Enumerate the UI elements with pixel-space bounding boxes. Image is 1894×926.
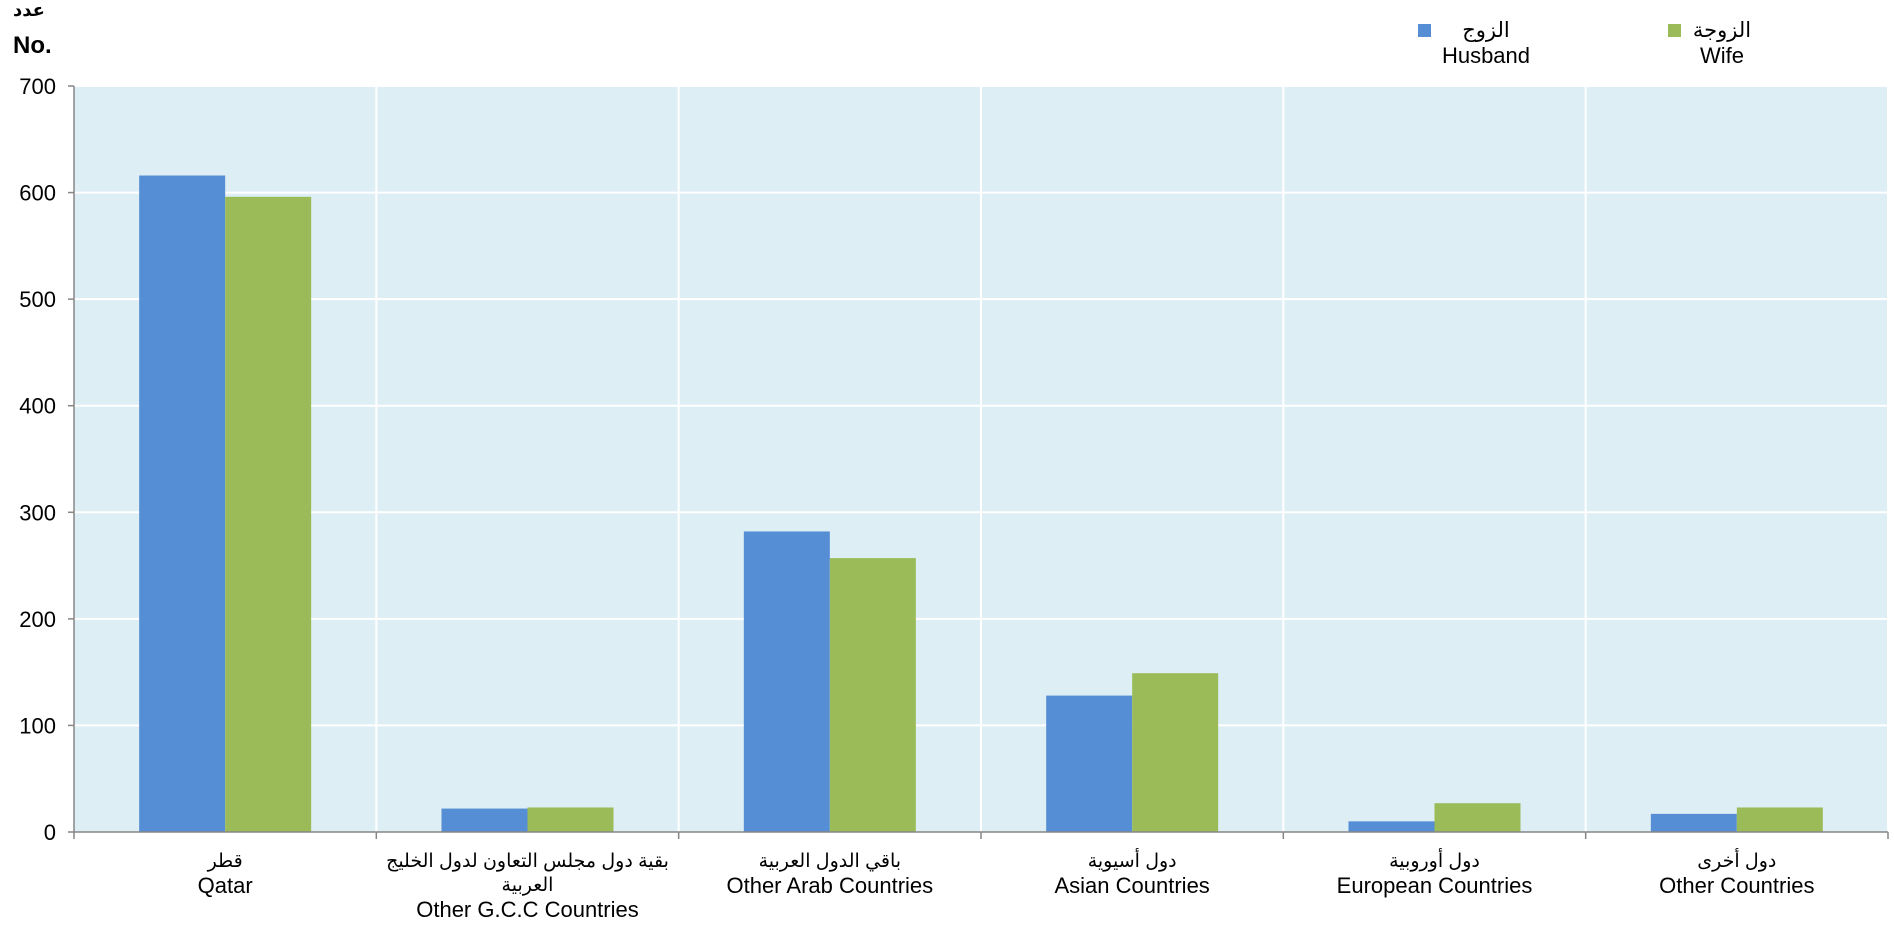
bar-husband [743, 531, 830, 832]
x-tick-label-arabic: دول أسيوية [1088, 848, 1177, 872]
legend-label-english: Husband [1441, 43, 1531, 69]
x-tick-label-english: Asian Countries [1055, 873, 1210, 898]
y-tick-label: 700 [19, 74, 56, 99]
x-tick-label-english: European Countries [1337, 873, 1533, 898]
x-tick-label-arabic: قطر [207, 851, 243, 872]
bar-wife [829, 558, 916, 832]
x-tick-label-english: Other Arab Countries [726, 873, 933, 898]
x-tick-label-arabic: بقية دول مجلس التعاون لدول الخليج [386, 851, 669, 872]
legend-label-arabic: الزوجة [1692, 19, 1752, 42]
y-tick-label: 400 [19, 394, 56, 419]
bar-wife [1132, 673, 1219, 832]
bar-wife [1434, 803, 1521, 832]
bar-husband [441, 808, 528, 832]
bar-husband [1348, 821, 1435, 832]
legend-label-arabic: الزوج [1462, 19, 1510, 42]
x-tick-label-english: Other G.C.C Countries [416, 897, 639, 922]
legend-swatch-wife [1668, 24, 1681, 37]
x-tick-label-arabic: دول أخرى [1697, 848, 1776, 872]
x-tick-label-arabic: باقي الدول العربية [759, 851, 902, 872]
bar-wife [225, 196, 312, 832]
y-unit-arabic: عدد [13, 0, 45, 20]
x-tick-label-arabic: العربية [502, 875, 554, 896]
bar-husband [1650, 813, 1737, 832]
y-unit-english: No. [13, 32, 52, 59]
bar-wife [527, 807, 614, 832]
bar-wife [1736, 807, 1823, 832]
y-tick-label: 200 [19, 607, 56, 632]
x-tick-label-arabic: دول أوروبية [1389, 848, 1480, 872]
legend-swatch-husband [1418, 24, 1431, 37]
legend-item-husband: الزوج Husband [1406, 18, 1566, 70]
y-tick-label: 600 [19, 181, 56, 206]
y-tick-label: 100 [19, 713, 56, 738]
x-tick-label-english: Other Countries [1659, 873, 1814, 898]
x-tick-label-english: Qatar [198, 873, 253, 898]
y-tick-label: 300 [19, 500, 56, 525]
y-tick-label: 500 [19, 287, 56, 312]
y-tick-label: 0 [44, 820, 56, 845]
legend-item-wife: الزوجة Wife [1642, 18, 1802, 70]
bar-husband [1046, 695, 1133, 832]
bar-husband [139, 175, 226, 832]
legend-label-english: Wife [1700, 43, 1744, 69]
